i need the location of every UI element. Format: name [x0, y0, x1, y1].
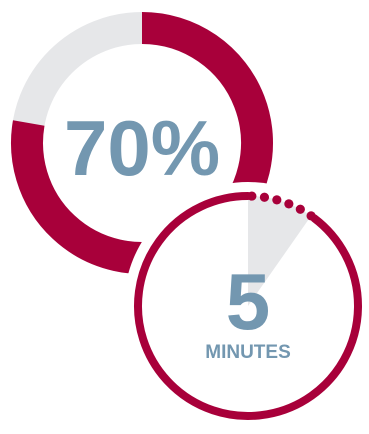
timer-dot: [247, 191, 257, 201]
progress-value-text: 70%: [64, 104, 220, 192]
timer-dot: [272, 195, 282, 205]
timer-elapsed-wedge: [248, 196, 312, 306]
timer-ring: [134, 192, 362, 420]
timer-unit-label: MINUTES: [205, 342, 291, 363]
timer-dot: [259, 192, 270, 202]
timer-dot: [306, 211, 316, 221]
timer-dot: [284, 199, 294, 209]
timer-dial: 5 MINUTES: [124, 182, 369, 430]
timer-dot: [295, 204, 305, 214]
timer-value-text: 5: [226, 257, 271, 346]
timer-dots: [247, 191, 316, 221]
timer-knockout: [124, 182, 369, 430]
